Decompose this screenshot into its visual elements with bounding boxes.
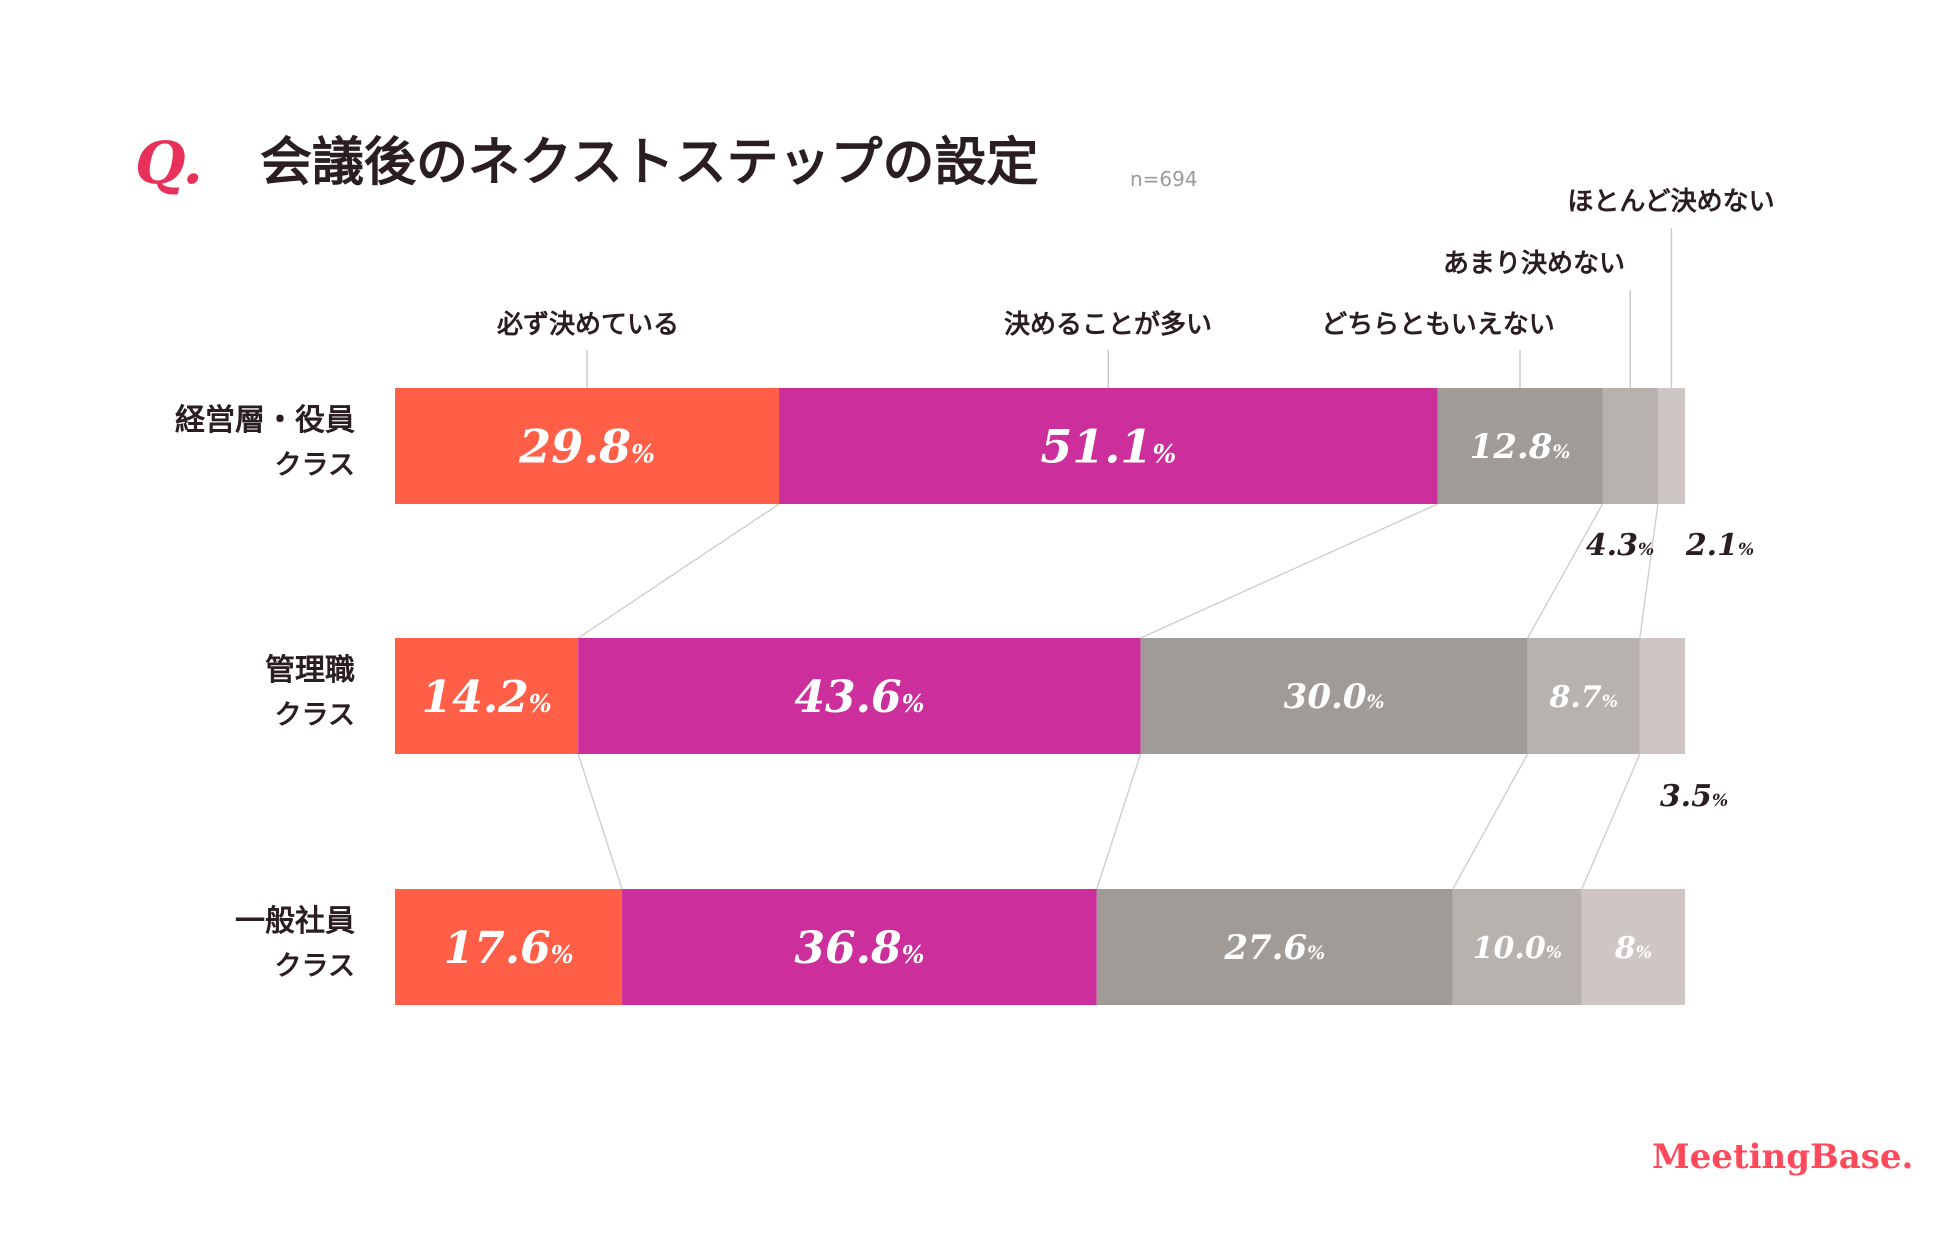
category-label: 管理職 (265, 653, 355, 688)
series-label: あまり決めない (1443, 249, 1625, 279)
category-sublabel: クラス (275, 700, 355, 731)
bars (395, 388, 1685, 1005)
connector-line (577, 503, 780, 639)
value-label-outside: 4.3% (1586, 528, 1654, 563)
sample-size: n=694 (1130, 167, 1198, 191)
value-label: 51.1% (1040, 420, 1176, 474)
value-label-outside: 3.5% (1660, 779, 1728, 814)
category-sublabel: クラス (275, 450, 355, 481)
bar-segment (1452, 889, 1582, 1005)
value-label: 8% (1614, 931, 1652, 966)
bar-segment (622, 889, 1097, 1005)
category-label: 一般社員 (235, 904, 355, 939)
bar-segment (1639, 638, 1685, 754)
connector-line (1452, 753, 1529, 890)
series-label: 必ず決めている (497, 310, 679, 340)
bar-segment (395, 388, 780, 504)
bar-segment (1140, 638, 1528, 754)
connector-line (577, 753, 623, 890)
meetingbase-logo: MeetingBase. (1652, 1137, 1913, 1177)
connector-line (1639, 503, 1659, 639)
series-label: どちらともいえない (1321, 310, 1554, 340)
series-labels: 必ず決めている 決めることが多い どちらともいえない あまり決めない ほとんど決めない (497, 187, 1775, 388)
title-q-mark: Q. (135, 129, 203, 197)
series-label: ほとんど決めない (1567, 187, 1774, 217)
category-label: 経営層・役員 (175, 403, 355, 438)
value-label: 36.8% (794, 923, 924, 974)
value-label-outside: 2.1% (1685, 528, 1754, 563)
connector-line (1096, 753, 1142, 890)
series-label: 決めることが多い (1004, 309, 1212, 340)
bar-segment (395, 889, 623, 1005)
connector-line (1527, 503, 1604, 639)
category-sublabel: クラス (275, 951, 355, 982)
page-title: 会議後のネクストステップの設定 (260, 133, 1038, 193)
connector-line (1581, 753, 1641, 890)
bar-segment (1096, 889, 1453, 1005)
bar-segment (1602, 388, 1658, 504)
bar-segment (578, 638, 1141, 754)
bar-segment (1657, 388, 1685, 504)
bar-segment (1527, 638, 1640, 754)
bar-segment (1581, 889, 1685, 1005)
bar-segment (1437, 388, 1603, 504)
connector-lines (577, 503, 1659, 890)
bar-segment (779, 388, 1438, 504)
bar-segment (395, 638, 579, 754)
connector-line (1140, 503, 1438, 639)
